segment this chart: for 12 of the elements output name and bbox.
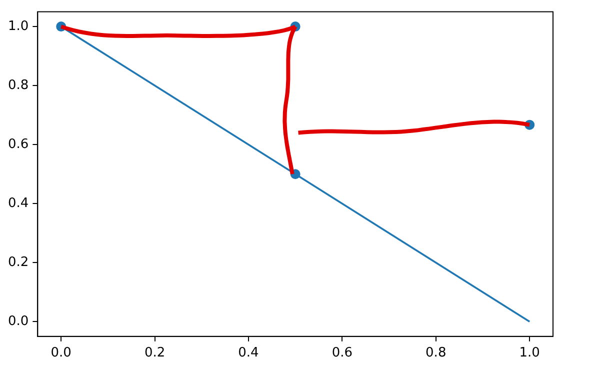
- x-tick-label: 0.2: [144, 346, 166, 361]
- y-tick-label: 0.4: [8, 196, 29, 211]
- y-tick-label: 0.2: [8, 255, 29, 270]
- y-tick-label: 0.8: [8, 78, 29, 93]
- y-tick-label: 0.0: [8, 314, 29, 330]
- x-tick-label: 0.6: [332, 346, 353, 361]
- x-tick-label: 0.4: [238, 346, 259, 361]
- x-tick-label: 0.8: [426, 346, 446, 361]
- y-tick-label: 0.6: [8, 136, 29, 152]
- y-tick-label: 1.0: [8, 18, 29, 34]
- x-tick-label: 0.0: [50, 346, 72, 361]
- x-tick-label: 1.0: [519, 346, 540, 361]
